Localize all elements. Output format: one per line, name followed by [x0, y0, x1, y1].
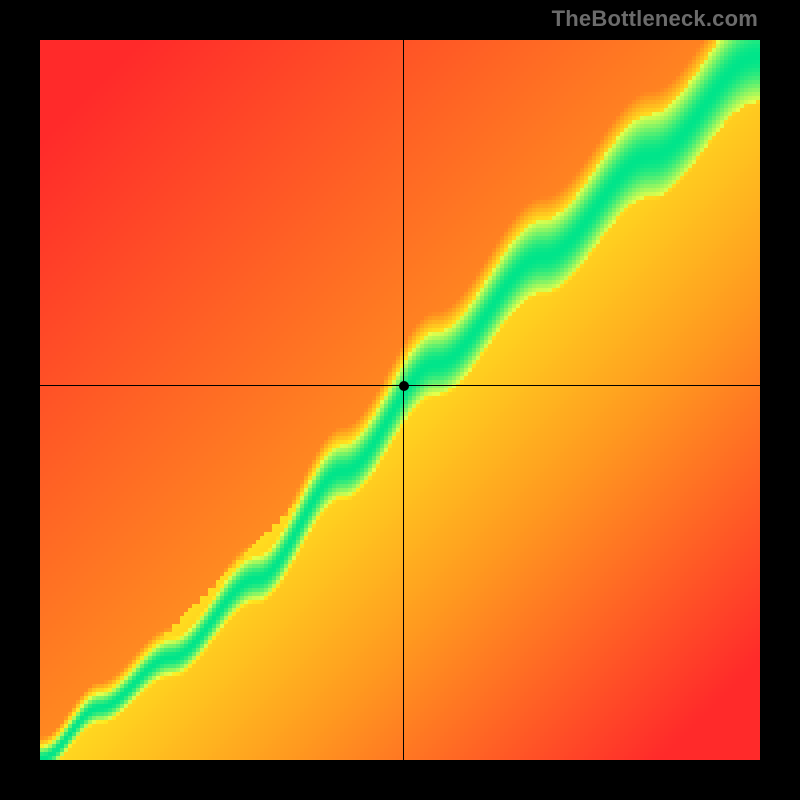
chart-frame: TheBottleneck.com — [0, 0, 800, 800]
heatmap-canvas — [40, 40, 760, 760]
plot-area — [40, 40, 760, 760]
marker-dot — [399, 381, 409, 391]
crosshair-vertical — [403, 40, 404, 760]
watermark-text: TheBottleneck.com — [552, 6, 758, 32]
